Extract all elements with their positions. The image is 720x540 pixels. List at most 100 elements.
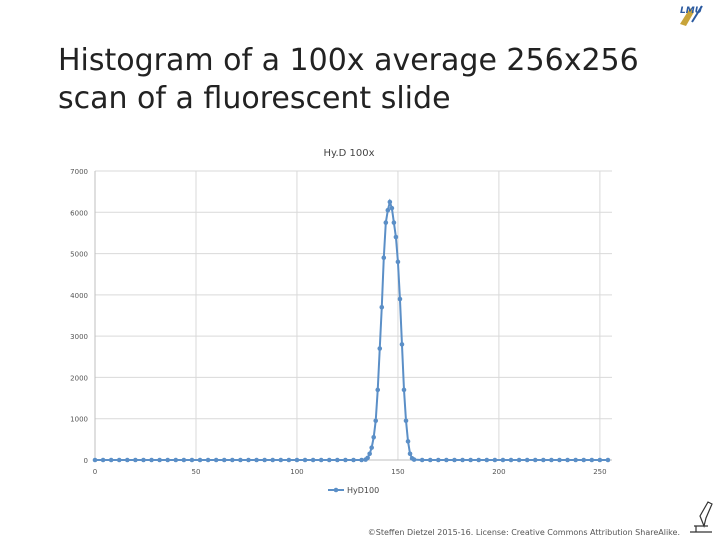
data-point [365, 455, 370, 461]
data-point [326, 457, 332, 463]
data-point [516, 457, 522, 463]
data-point [367, 451, 372, 457]
data-point [385, 207, 391, 213]
data-point [419, 457, 425, 463]
data-point [573, 457, 578, 463]
series-line [95, 198, 608, 461]
data-point [318, 457, 324, 463]
chart-series [92, 198, 611, 463]
data-point [500, 457, 506, 463]
data-point [373, 418, 379, 424]
data-point [125, 457, 130, 463]
y-tick-label: 7000 [70, 168, 88, 176]
data-point [379, 304, 385, 310]
data-point [387, 199, 393, 205]
data-point [476, 457, 482, 463]
data-point [165, 457, 171, 463]
data-point [541, 457, 546, 463]
data-point [581, 457, 587, 463]
page-title-line1: Histogram of a 100x average 256x256 [58, 43, 639, 78]
chart-title: Hy.D 100x [323, 148, 374, 159]
chart-grid [94, 170, 612, 461]
data-point [403, 418, 409, 424]
data-point [294, 457, 300, 463]
data-point [369, 445, 374, 450]
data-point [254, 457, 259, 463]
data-point [221, 457, 227, 463]
data-point [310, 457, 316, 463]
data-point [230, 457, 235, 463]
university-logo [680, 5, 703, 26]
y-tick-label: 0 [84, 457, 88, 465]
data-point [238, 457, 243, 463]
data-point [492, 457, 498, 463]
data-point [427, 457, 433, 463]
data-point [375, 387, 381, 393]
data-point [460, 457, 465, 463]
data-point [532, 457, 538, 463]
data-point [377, 346, 383, 351]
data-point [549, 457, 554, 463]
data-point [524, 457, 530, 463]
data-point [407, 451, 413, 457]
data-point [141, 457, 146, 463]
page-title: Histogram of a 100x average 256x256 scan… [58, 42, 678, 118]
chart-ticks: 0 1000 2000 3000 4000 5000 6000 7000 0 50 100 150 20… [70, 168, 606, 476]
data-point [335, 457, 340, 463]
x-tick-label: 200 [492, 468, 505, 476]
data-point [597, 457, 603, 463]
x-tick-label: 250 [593, 468, 606, 476]
data-point [393, 234, 399, 240]
data-point [157, 457, 162, 463]
data-point [381, 255, 387, 260]
data-point [116, 457, 122, 463]
page-title-line2: scan of a fluorescent slide [58, 81, 451, 116]
data-point [189, 457, 195, 463]
data-point [197, 457, 203, 463]
data-point [589, 457, 595, 463]
data-point [343, 457, 348, 463]
data-point [108, 457, 114, 463]
x-tick-label: 150 [391, 468, 404, 476]
y-tick-label: 1000 [70, 416, 88, 424]
data-point [452, 457, 457, 463]
legend-marker [333, 487, 339, 493]
data-point [246, 457, 251, 463]
data-point [557, 457, 562, 463]
data-point [100, 457, 106, 463]
chart-axes [94, 171, 612, 461]
y-tick-label: 4000 [70, 292, 88, 300]
data-point [359, 457, 364, 463]
data-point [149, 457, 154, 463]
data-point [205, 457, 211, 463]
data-point [173, 457, 179, 463]
data-point [391, 220, 397, 225]
data-point [411, 457, 417, 462]
data-point [302, 457, 308, 463]
data-point [395, 259, 401, 265]
logo-text: LMU [680, 6, 702, 16]
data-point [92, 457, 98, 463]
data-point [278, 457, 284, 463]
footer-credit: ©Steffen Dietzel 2015-16. License: Creat… [367, 528, 680, 537]
data-point [444, 457, 449, 463]
data-point [133, 457, 138, 463]
data-point [405, 439, 411, 444]
chart-legend: HyD100 [328, 486, 379, 495]
data-point [565, 457, 570, 463]
data-point [436, 457, 441, 463]
data-point [605, 457, 611, 463]
x-tick-label: 100 [290, 468, 303, 476]
data-point [508, 457, 514, 463]
data-point [181, 457, 187, 463]
data-point [213, 457, 219, 463]
data-point [286, 457, 292, 463]
microscope-icon [690, 501, 713, 533]
data-point [351, 457, 356, 463]
data-point [270, 457, 276, 463]
data-point [399, 342, 405, 347]
data-point [397, 296, 403, 302]
x-tick-label: 50 [192, 468, 201, 476]
data-point [371, 434, 376, 440]
